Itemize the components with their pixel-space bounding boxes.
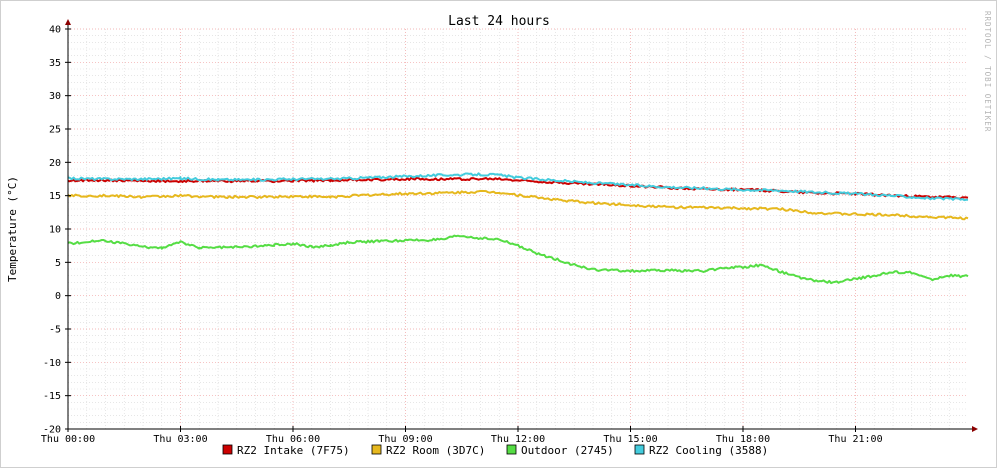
x-tick-label: Thu 21:00 <box>828 434 882 445</box>
y-tick-label: -10 <box>43 358 61 369</box>
x-axis-arrow <box>972 426 978 432</box>
legend-label: RZ2 Intake (7F75) <box>237 444 350 457</box>
legend-swatch <box>506 444 517 455</box>
y-tick-label: 15 <box>49 191 61 202</box>
x-tick-label: Thu 06:00 <box>266 434 320 445</box>
series-line <box>67 172 969 202</box>
y-tick-label: 35 <box>49 58 61 69</box>
y-tick-label: 20 <box>49 158 61 169</box>
y-tick-label: -5 <box>49 325 61 336</box>
y-tick-label: 0 <box>55 291 61 302</box>
rrdtool-watermark: RRDTOOL / TOBI OETIKER <box>983 11 992 132</box>
legend-swatch <box>222 444 233 455</box>
y-tick-label: 40 <box>49 25 61 36</box>
y-axis-label: Temperature (°C) <box>6 176 19 282</box>
y-tick-label: 10 <box>49 225 61 236</box>
x-tick-label: Thu 18:00 <box>716 434 770 445</box>
y-axis-arrow <box>65 19 71 25</box>
axes <box>65 19 978 432</box>
y-tick-label: 25 <box>49 125 61 136</box>
y-tick-label: 30 <box>49 91 61 102</box>
x-tick-label: Thu 00:00 <box>41 434 95 445</box>
x-tick-label: Thu 15:00 <box>603 434 657 445</box>
x-tick-label: Thu 12:00 <box>491 434 545 445</box>
y-tick-label: -15 <box>43 391 61 402</box>
x-tick-label: Thu 03:00 <box>153 434 207 445</box>
legend-label: RZ2 Room (3D7C) <box>386 444 485 457</box>
series-layer <box>67 172 969 285</box>
legend-swatch <box>371 444 382 455</box>
legend-swatch <box>634 444 645 455</box>
y-tick-label: 5 <box>55 258 61 269</box>
chart-title: Last 24 hours <box>448 14 550 29</box>
legend-label: Outdoor (2745) <box>521 444 614 457</box>
legend: RZ2 Intake (7F75) RZ2 Room (3D7C) Outdoor … <box>222 444 768 457</box>
x-tick-label: Thu 09:00 <box>378 434 432 445</box>
series-line <box>67 189 969 221</box>
series-line <box>67 234 969 285</box>
tick-labels: -20 -15 -10 -5 0 5 10 15 20 25 30 35 40 Thu 00:00 Thu … <box>41 25 883 446</box>
grid <box>67 28 968 430</box>
legend-label: RZ2 Cooling (3588) <box>649 444 768 457</box>
y-tick-label: -20 <box>43 425 61 436</box>
